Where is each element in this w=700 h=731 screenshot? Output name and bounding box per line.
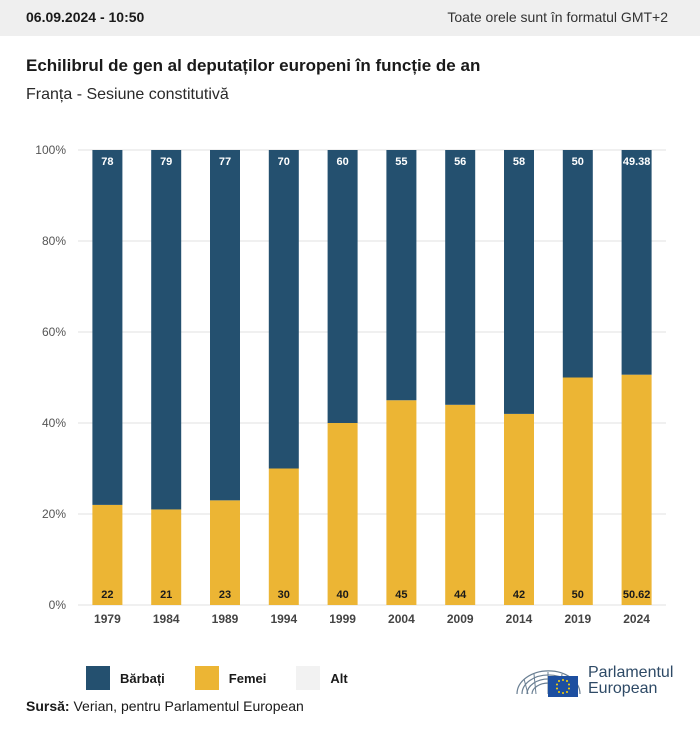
legend-swatch-femei xyxy=(194,666,219,690)
source-prefix: Sursă: xyxy=(26,698,70,714)
data-label-barbati: 78 xyxy=(101,156,113,168)
chart-subtitle: Franța - Sesiune constitutivă xyxy=(26,86,229,103)
bar-barbati xyxy=(268,150,299,469)
legend-label-barbati: Bărbați xyxy=(120,670,165,686)
logo-line-1: Parlamentul xyxy=(588,664,674,681)
data-label-barbati: 56 xyxy=(454,156,466,168)
data-label-barbati: 55 xyxy=(395,156,407,168)
european-parliament-logo: Parlamentul European xyxy=(514,660,684,700)
data-label-femei: 50 xyxy=(572,589,584,601)
logo-line-2: European xyxy=(588,680,658,697)
data-label-barbati: 60 xyxy=(336,156,348,168)
bar-femei xyxy=(621,374,652,605)
top-bar: 06.09.2024 - 10:50 Toate orele sunt în f… xyxy=(0,0,700,36)
y-tick-label: 100% xyxy=(35,143,66,157)
bar-barbati xyxy=(92,150,123,505)
bar-femei xyxy=(151,509,182,605)
x-tick-label: 2019 xyxy=(564,612,591,626)
y-tick-label: 20% xyxy=(42,507,66,521)
bar-barbati xyxy=(621,150,652,375)
data-label-barbati: 50 xyxy=(572,156,584,168)
legend-item-femei: Femei xyxy=(194,666,267,690)
bar-femei xyxy=(562,377,593,605)
data-label-barbati: 79 xyxy=(160,156,172,168)
data-label-femei: 42 xyxy=(513,589,525,601)
legend-item-alt: Alt xyxy=(296,666,348,690)
x-tick-label: 1994 xyxy=(270,612,297,626)
bar-barbati xyxy=(151,150,182,510)
x-tick-label: 1984 xyxy=(153,612,180,626)
legend: Bărbați Femei Alt xyxy=(86,666,378,690)
legend-label-femei: Femei xyxy=(228,670,267,686)
timezone-note: Toate orele sunt în formatul GMT+2 xyxy=(447,9,668,25)
data-label-femei: 22 xyxy=(101,589,113,601)
data-label-femei: 30 xyxy=(278,589,290,601)
y-tick-label: 80% xyxy=(42,234,66,248)
data-label-femei: 50.62 xyxy=(623,589,651,601)
legend-label-alt: Alt xyxy=(330,670,348,686)
bar-femei xyxy=(504,413,534,605)
source-text: Verian, pentru Parlamentul European xyxy=(73,698,304,714)
datetime-label: 06.09.2024 - 10:50 xyxy=(26,9,145,25)
legend-item-barbati: Bărbați xyxy=(86,666,165,690)
y-tick-label: 60% xyxy=(42,325,66,339)
bar-femei xyxy=(386,400,417,605)
bar-barbati xyxy=(210,150,240,501)
data-label-femei: 23 xyxy=(219,589,231,601)
data-label-femei: 45 xyxy=(395,589,407,601)
logo-text: Parlamentul European xyxy=(588,665,673,697)
data-label-barbati: 58 xyxy=(513,156,525,168)
bar-femei xyxy=(210,500,240,605)
bar-barbati xyxy=(445,150,476,405)
source-note: Sursă: Verian, pentru Parlamentul Europe… xyxy=(26,698,304,714)
x-tick-label: 2004 xyxy=(388,612,415,626)
bar-femei xyxy=(327,423,358,605)
data-label-barbati: 70 xyxy=(278,156,290,168)
data-label-femei: 21 xyxy=(160,589,172,601)
bar-barbati xyxy=(386,150,417,401)
x-tick-label: 2014 xyxy=(506,612,533,626)
bar-barbati xyxy=(504,150,534,414)
bar-femei xyxy=(268,468,299,605)
bar-femei xyxy=(92,504,123,605)
hemicycle-icon xyxy=(516,670,581,697)
x-tick-label: 1979 xyxy=(94,612,121,626)
data-label-femei: 40 xyxy=(336,589,348,601)
legend-swatch-alt xyxy=(296,666,321,690)
x-tick-label: 2009 xyxy=(447,612,474,626)
bar-barbati xyxy=(327,150,358,423)
bar-femei xyxy=(445,404,476,605)
x-tick-label: 2024 xyxy=(623,612,650,626)
data-label-barbati: 77 xyxy=(219,156,231,168)
x-tick-label: 1989 xyxy=(212,612,239,626)
data-label-barbati: 49.38 xyxy=(623,156,651,168)
stacked-bar-chart: 0% 20% 40% 60% 80% 100% 78 22 1979 79 21 1984 77 23 19… xyxy=(35,143,666,626)
y-tick-label: 40% xyxy=(42,416,66,430)
chart-title: Echilibrul de gen al deputaților europen… xyxy=(26,56,481,75)
data-label-femei: 44 xyxy=(454,589,467,601)
x-tick-label: 1999 xyxy=(329,612,356,626)
y-tick-label: 0% xyxy=(49,598,67,612)
legend-swatch-barbati xyxy=(86,666,110,690)
bar-barbati xyxy=(562,150,593,378)
